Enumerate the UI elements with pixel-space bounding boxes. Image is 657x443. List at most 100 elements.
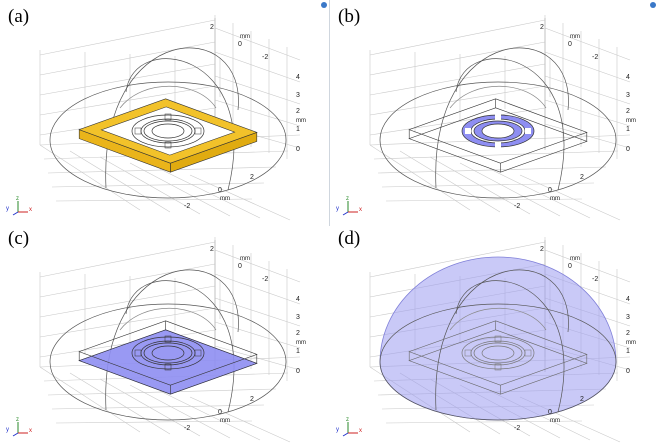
grid-line [159, 390, 261, 441]
ring-2 [473, 120, 523, 142]
grid-line [39, 241, 216, 278]
x-tick-label: 2 [250, 396, 254, 403]
axis-triad: y z x [6, 196, 36, 218]
air-dome [379, 47, 617, 199]
substrate-opening [100, 106, 236, 156]
grid-line [39, 144, 141, 211]
ring-split-gap [524, 349, 532, 357]
ring-split-gap [465, 128, 471, 134]
z-tick-label: 3 [626, 314, 630, 321]
z-tick-label: 4 [626, 74, 630, 81]
panel-b: (b) 2 mm 0 -2 0 1 2 3 4 mm 2 0 mm -2 y z x [330, 0, 657, 222]
x-tick-label: 0 [548, 409, 552, 416]
z-tick-label: 0 [626, 146, 630, 153]
triad-arrows [342, 422, 358, 437]
dome-base-ellipse [49, 303, 287, 421]
split-rings [461, 335, 535, 371]
grid-line [129, 162, 231, 217]
grid-line [51, 182, 265, 188]
view-settings-icon[interactable] [650, 2, 656, 8]
split-rings [131, 335, 205, 371]
triad-arrows [12, 422, 28, 437]
z-unit-label: mm [296, 340, 306, 346]
grid-line [214, 99, 301, 127]
grid-line [544, 99, 631, 127]
dome-base-ellipse [379, 303, 617, 421]
x-tick-label: 0 [548, 187, 552, 194]
triad-y-label: y [6, 427, 9, 433]
ring-split-gap [164, 363, 172, 371]
x-tick-label: 2 [580, 396, 584, 403]
grid-line [544, 27, 631, 61]
triad-arrows [342, 201, 358, 216]
grid-line [39, 19, 216, 56]
y-unit-label: mm [570, 34, 580, 40]
grid-line [519, 174, 621, 221]
dome-arc-3 [119, 85, 217, 109]
ring-split-gap [194, 349, 202, 357]
ring-split-gap [525, 128, 531, 134]
ring-split-gap [194, 127, 202, 135]
panel-label: (d) [338, 228, 361, 249]
grid-line [381, 182, 595, 188]
grid-line [214, 273, 301, 305]
air-dome [379, 256, 617, 421]
z-tick-label: 1 [626, 126, 630, 133]
panel-d: (d) 2 mm 0 -2 0 1 2 3 4 mm 2 0 mm -2 y z x [330, 222, 657, 443]
grid-line [369, 63, 546, 96]
grid-line [47, 388, 277, 396]
view-settings-icon[interactable] [321, 2, 327, 8]
grid-line [369, 19, 546, 56]
x-unit-label: mm [550, 196, 560, 202]
geometry-view [369, 237, 631, 443]
ring-split-gap [134, 349, 142, 357]
y-arrow [342, 432, 349, 437]
panel-label: (c) [8, 228, 30, 249]
triad-x-label: x [359, 428, 362, 434]
x-tick-label: -2 [184, 425, 191, 432]
z-unit-label: mm [296, 118, 306, 124]
grid-line [369, 41, 546, 76]
geometry-view [39, 237, 301, 443]
ring-split-gap [495, 142, 501, 148]
substrate-bottom-outline [78, 329, 258, 395]
grid-line [459, 162, 561, 217]
grid-line [544, 51, 631, 83]
panel-a: (a) 2 mm 0 -2 0 1 2 3 4 mm 2 0 mm -2 y z x [0, 0, 328, 222]
split-rings [131, 113, 205, 149]
grid-planes [39, 237, 301, 443]
x-tick-label: 0 [218, 187, 222, 194]
grid-line [39, 41, 216, 76]
dome-arc-3 [449, 307, 547, 331]
axis-triad: y z x [336, 196, 366, 218]
ring-split-gap [164, 141, 172, 149]
grid-line [129, 384, 231, 439]
geometry-view [39, 15, 301, 221]
grid-line [99, 378, 201, 437]
axis-triad: y z x [336, 417, 366, 439]
grid-line [69, 372, 171, 435]
grid-line [214, 27, 301, 61]
panel-label: (a) [8, 6, 30, 27]
y-unit-label: mm [240, 34, 250, 40]
x-unit-label: mm [220, 196, 230, 202]
grid-line [69, 150, 171, 213]
z-tick-label: 3 [296, 92, 300, 99]
geometry-view [369, 15, 631, 221]
y-arrow [12, 432, 19, 437]
grid-line [99, 156, 201, 215]
y-tick-label: 2 [540, 24, 544, 31]
ring-split-gap [134, 127, 142, 135]
z-tick-label: 2 [626, 330, 630, 337]
y-tick-label: 2 [210, 24, 214, 31]
z-tick-label: 1 [626, 348, 630, 355]
grid-line [544, 249, 631, 283]
triad-z-label: z [16, 196, 19, 202]
grid-line [214, 249, 301, 283]
y-tick-label: 2 [210, 246, 214, 253]
z-tick-label: 1 [296, 348, 300, 355]
y-tick-label: 0 [568, 41, 572, 48]
grid-line [214, 75, 301, 105]
grid-line [39, 63, 216, 96]
triad-z-label: z [346, 196, 349, 202]
